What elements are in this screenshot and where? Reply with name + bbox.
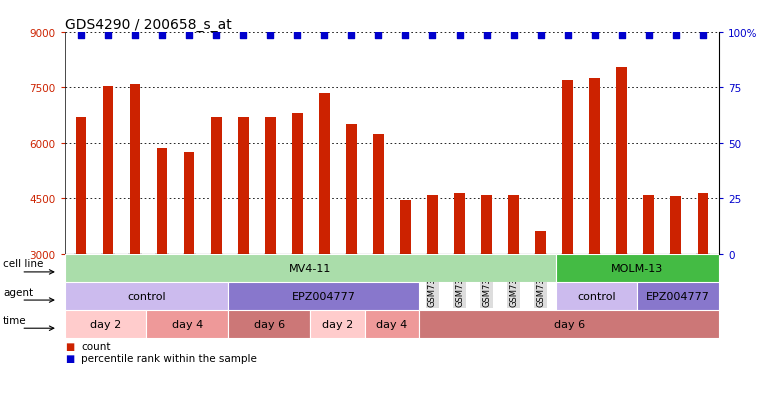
Text: day 6: day 6 bbox=[253, 319, 285, 329]
Point bbox=[562, 33, 574, 39]
Bar bbox=[211, 118, 221, 254]
Bar bbox=[616, 68, 627, 254]
Point bbox=[75, 33, 87, 39]
Text: count: count bbox=[81, 342, 111, 351]
Point bbox=[372, 33, 384, 39]
Point bbox=[426, 33, 438, 39]
Text: day 4: day 4 bbox=[172, 319, 203, 329]
Bar bbox=[698, 193, 708, 254]
Text: day 6: day 6 bbox=[553, 319, 584, 329]
Text: agent: agent bbox=[3, 287, 33, 297]
Point bbox=[670, 33, 682, 39]
Bar bbox=[400, 201, 411, 254]
Point bbox=[237, 33, 250, 39]
Text: day 2: day 2 bbox=[90, 319, 121, 329]
Text: MOLM-13: MOLM-13 bbox=[611, 263, 664, 273]
Text: MV4-11: MV4-11 bbox=[289, 263, 331, 273]
Point bbox=[102, 33, 114, 39]
Bar bbox=[643, 195, 654, 254]
Point bbox=[480, 33, 492, 39]
Text: cell line: cell line bbox=[3, 259, 43, 269]
Bar bbox=[454, 193, 465, 254]
Bar bbox=[508, 195, 519, 254]
Text: EPZ004777: EPZ004777 bbox=[291, 291, 355, 301]
Text: control: control bbox=[127, 291, 166, 301]
Bar bbox=[638, 282, 719, 310]
Text: day 2: day 2 bbox=[322, 319, 353, 329]
Point bbox=[643, 33, 655, 39]
Point bbox=[589, 33, 601, 39]
Point bbox=[616, 33, 628, 39]
Point bbox=[318, 33, 330, 39]
Point bbox=[697, 33, 709, 39]
Text: ■: ■ bbox=[65, 353, 74, 363]
Bar bbox=[103, 86, 113, 254]
Point bbox=[508, 33, 520, 39]
Bar bbox=[129, 85, 141, 254]
Text: time: time bbox=[3, 315, 27, 325]
Bar bbox=[535, 232, 546, 254]
Bar bbox=[419, 310, 719, 338]
Bar bbox=[373, 134, 384, 254]
Bar bbox=[265, 118, 275, 254]
Text: day 4: day 4 bbox=[376, 319, 408, 329]
Text: EPZ004777: EPZ004777 bbox=[646, 291, 710, 301]
Point bbox=[183, 33, 195, 39]
Point bbox=[156, 33, 168, 39]
Bar bbox=[481, 195, 492, 254]
Bar bbox=[427, 195, 438, 254]
Point bbox=[454, 33, 466, 39]
Bar bbox=[556, 254, 719, 282]
Bar bbox=[65, 310, 146, 338]
Bar bbox=[228, 310, 310, 338]
Text: control: control bbox=[577, 291, 616, 301]
Bar bbox=[237, 118, 249, 254]
Bar bbox=[310, 310, 365, 338]
Text: GDS4290 / 200658_s_at: GDS4290 / 200658_s_at bbox=[65, 18, 231, 32]
Point bbox=[129, 33, 141, 39]
Text: ■: ■ bbox=[65, 342, 74, 351]
Bar bbox=[65, 282, 228, 310]
Text: percentile rank within the sample: percentile rank within the sample bbox=[81, 353, 257, 363]
Bar bbox=[589, 79, 600, 254]
Bar bbox=[75, 118, 86, 254]
Bar bbox=[562, 81, 573, 254]
Bar bbox=[228, 282, 419, 310]
Bar bbox=[157, 149, 167, 254]
Bar bbox=[346, 125, 357, 254]
Bar bbox=[65, 254, 556, 282]
Bar bbox=[183, 153, 195, 254]
Bar bbox=[319, 94, 330, 254]
Point bbox=[400, 33, 412, 39]
Point bbox=[210, 33, 222, 39]
Bar bbox=[292, 114, 303, 254]
Point bbox=[291, 33, 304, 39]
Bar bbox=[556, 282, 638, 310]
Point bbox=[534, 33, 546, 39]
Point bbox=[264, 33, 276, 39]
Bar bbox=[146, 310, 228, 338]
Bar bbox=[670, 197, 681, 254]
Bar bbox=[365, 310, 419, 338]
Point bbox=[345, 33, 358, 39]
